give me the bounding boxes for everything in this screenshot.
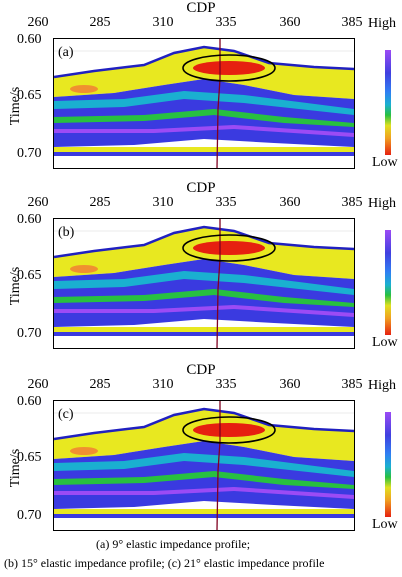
x-tick: 385 (341, 15, 363, 30)
top-horizon (54, 407, 354, 441)
colorbar (385, 230, 391, 335)
bottom-yellow-layer (54, 327, 354, 332)
red-anomaly (193, 423, 265, 437)
green-streak (54, 109, 354, 127)
y-tick: 0.70 (17, 508, 42, 523)
anomaly-ellipse (182, 54, 276, 82)
impedance-image (54, 401, 354, 530)
anomaly-ellipse (182, 234, 276, 262)
seismic-plot: (c) (53, 400, 355, 531)
y-tick: 0.70 (17, 146, 42, 161)
colorbar (385, 412, 391, 517)
y-axis-title: Time/s (8, 86, 23, 126)
cyan-streak (54, 271, 354, 295)
x-tick: 335 (215, 195, 237, 210)
colorbar-high-label: High (368, 196, 396, 211)
x-tick: 360 (279, 195, 301, 210)
x-axis-title: CDP (186, 0, 216, 16)
panel-b: CDP 260 285 310 335 360 385 Time/s 0.60 … (0, 180, 402, 366)
x-tick: 310 (152, 377, 174, 392)
x-tick: 360 (279, 15, 301, 30)
x-tick: 360 (279, 377, 301, 392)
top-horizon (54, 45, 354, 79)
x-tick: 335 (215, 15, 237, 30)
x-tick: 285 (89, 15, 111, 30)
orange-patch (70, 85, 98, 93)
panel-c: CDP 260 285 310 335 360 385 Time/s 0.60 … (0, 362, 402, 548)
bottom-blue-layer (54, 514, 354, 518)
purple-streak (54, 125, 354, 137)
x-tick: 385 (341, 377, 363, 392)
y-tick: 0.70 (17, 326, 42, 341)
orange-patch (70, 265, 98, 273)
x-tick: 260 (27, 15, 49, 30)
cyan-streak (54, 91, 354, 115)
x-tick: 335 (215, 377, 237, 392)
bottom-blue-layer (54, 332, 354, 336)
impedance-image (54, 39, 354, 168)
x-tick: 285 (89, 195, 111, 210)
impedance-image (54, 219, 354, 348)
red-anomaly (193, 61, 265, 75)
colorbar-high-label: High (368, 378, 396, 393)
seismic-plot: (a) (53, 38, 355, 169)
x-tick: 385 (341, 195, 363, 210)
purple-streak (54, 487, 354, 499)
colorbar-low-label: Low (372, 517, 398, 532)
panel-a: CDP 260 285 310 335 360 385 Time/s 0.60 … (0, 0, 402, 186)
bottom-yellow-layer (54, 147, 354, 152)
well-trace (216, 219, 221, 348)
green-streak (54, 471, 354, 489)
colorbar-low-label: Low (372, 155, 398, 170)
x-tick: 310 (152, 195, 174, 210)
panel-label: (b) (58, 225, 75, 240)
well-trace (216, 401, 221, 530)
figure-caption-line-2: (b) 15° elastic impedance profile; (c) 2… (4, 556, 325, 570)
x-tick: 285 (89, 377, 111, 392)
red-anomaly (193, 241, 265, 255)
anomaly-ellipse (182, 416, 276, 444)
x-axis-title: CDP (186, 180, 216, 196)
well-trace (216, 39, 221, 168)
top-horizon (54, 225, 354, 259)
figure-caption-line-1: (a) 9° elastic impedance profile; (96, 537, 251, 551)
y-axis-title: Time/s (8, 266, 23, 306)
y-tick: 0.65 (17, 88, 42, 103)
y-axis-title: Time/s (8, 448, 23, 488)
colorbar (385, 50, 391, 155)
bottom-yellow-layer (54, 509, 354, 514)
x-tick: 310 (152, 15, 174, 30)
cyan-streak (54, 453, 354, 477)
y-tick: 0.65 (17, 450, 42, 465)
panel-label: (a) (58, 45, 74, 60)
colorbar-high-label: High (368, 16, 396, 31)
green-streak (54, 289, 354, 307)
y-tick: 0.60 (17, 394, 42, 409)
colorbar-low-label: Low (372, 335, 398, 350)
panel-label: (c) (58, 407, 74, 422)
y-tick: 0.60 (17, 32, 42, 47)
x-axis-title: CDP (186, 362, 216, 378)
x-tick: 260 (27, 377, 49, 392)
bottom-blue-layer (54, 152, 354, 156)
y-tick: 0.60 (17, 212, 42, 227)
y-tick: 0.65 (17, 268, 42, 283)
seismic-plot: (b) (53, 218, 355, 349)
x-tick: 260 (27, 195, 49, 210)
purple-streak (54, 305, 354, 317)
orange-patch (70, 447, 98, 455)
